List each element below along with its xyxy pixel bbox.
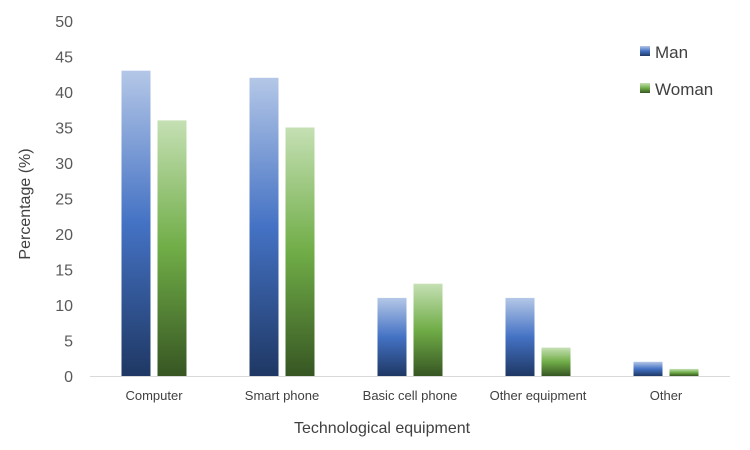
legend-item-man: Man (640, 43, 688, 62)
bar-man-computer (121, 70, 151, 376)
bar-woman-smart-phone (285, 127, 315, 376)
y-tick-label: 25 (55, 192, 73, 209)
bar-woman-other-equipment (541, 347, 571, 376)
x-tick-label: Smart phone (245, 388, 319, 403)
legend-item-woman: Woman (640, 80, 713, 99)
bar-man-other (633, 361, 663, 376)
legend-swatch-woman (640, 83, 650, 93)
x-axis-category-labels: Computer Smart phone Basic cell phone Other… (125, 388, 682, 403)
legend-label-woman: Woman (655, 80, 713, 99)
bar-woman-computer (157, 120, 187, 377)
y-tick-label: 10 (55, 298, 73, 315)
y-axis-ticks: 0 5 10 15 20 25 30 35 40 45 50 (55, 14, 73, 386)
x-tick-label: Other (650, 388, 683, 403)
legend-label-man: Man (655, 43, 688, 62)
bar-man-other-equipment (505, 297, 535, 376)
y-tick-label: 20 (55, 227, 73, 244)
legend-swatch-man (640, 46, 650, 56)
y-tick-label: 50 (55, 14, 73, 31)
bar-man-smart-phone (249, 77, 279, 377)
y-tick-label: 45 (55, 50, 73, 67)
bar-man-basic-cell-phone (377, 297, 407, 376)
bar-woman-other (669, 368, 699, 376)
y-tick-label: 40 (55, 85, 73, 102)
x-axis-title: Technological equipment (294, 420, 471, 437)
legend: Man Woman (640, 43, 713, 99)
y-tick-label: 15 (55, 263, 73, 280)
y-tick-label: 5 (64, 334, 73, 351)
y-tick-label: 35 (55, 121, 73, 138)
y-tick-label: 30 (55, 156, 73, 173)
bars (121, 70, 699, 377)
bar-woman-basic-cell-phone (413, 283, 443, 376)
x-tick-label: Other equipment (490, 388, 587, 403)
x-tick-label: Basic cell phone (363, 388, 458, 403)
y-axis-title: Percentage (%) (17, 148, 34, 259)
x-tick-label: Computer (125, 388, 183, 403)
y-tick-label: 0 (64, 369, 73, 386)
